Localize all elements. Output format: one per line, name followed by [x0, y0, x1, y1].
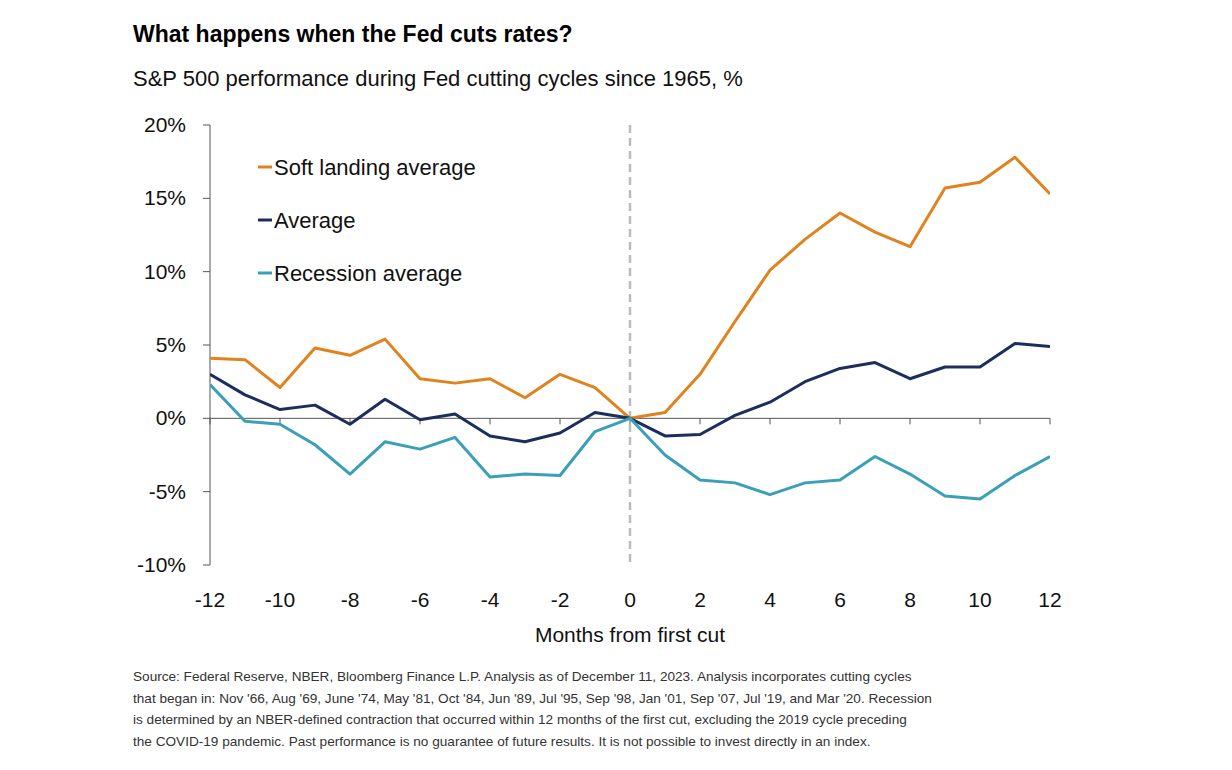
x-tick [980, 418, 981, 424]
x-tick-label: 2 [694, 588, 706, 611]
x-tick-label: 4 [764, 588, 776, 611]
y-tick-label: 5% [156, 333, 186, 356]
series-line [210, 157, 1050, 418]
x-tick [490, 418, 491, 424]
x-tick-label: -6 [411, 588, 430, 611]
y-tick [203, 271, 210, 272]
title: What happens when the Fed cuts rates? [133, 21, 573, 47]
footnote-line: that began in: Nov '66, Aug '69, June '7… [133, 691, 932, 706]
x-tick-label: 10 [968, 588, 991, 611]
y-tick-label: 15% [144, 186, 186, 209]
footnote-line: is determined by an NBER-defined contrac… [133, 712, 907, 727]
x-tick-label: 0 [624, 588, 636, 611]
x-tick-label: 6 [834, 588, 846, 611]
x-axis-label: Months from first cut [535, 623, 725, 646]
plot-area [210, 125, 1050, 565]
y-tick-label: 20% [144, 113, 186, 136]
x-tick-label: -8 [341, 588, 360, 611]
y-tick-label: 0% [156, 406, 186, 429]
footnote-line: the COVID-19 pandemic. Past performance … [133, 734, 870, 749]
x-tick-label: 8 [904, 588, 916, 611]
legend-label: Soft landing average [274, 155, 476, 180]
footnote-line: Source: Federal Reserve, NBER, Bloomberg… [133, 669, 912, 684]
x-tick [770, 418, 771, 424]
legend-swatch [258, 272, 272, 275]
x-tick [910, 418, 911, 424]
y-tick-label: -10% [137, 553, 186, 576]
x-tick [560, 418, 561, 424]
x-tick [1050, 418, 1051, 424]
x-tick-label: -2 [551, 588, 570, 611]
x-tick [840, 418, 841, 424]
x-tick-label: 12 [1038, 588, 1061, 611]
y-axis: -10% -5% 0% 5% 10% 15% 20% [137, 113, 210, 576]
x-tick-label: -12 [195, 588, 225, 611]
x-tick-label: -10 [265, 588, 295, 611]
x-tick [210, 418, 211, 424]
chart: What happens when the Fed cuts rates? S&P… [0, 0, 1232, 770]
x-tick-label: -4 [481, 588, 500, 611]
series-line [210, 344, 1050, 442]
y-tick [203, 491, 210, 492]
y-tick-label: 10% [144, 260, 186, 283]
legend: Soft landing average Average Recession ave… [258, 155, 476, 286]
y-tick [203, 345, 210, 346]
legend-label: Recession average [274, 261, 462, 286]
legend-swatch [258, 219, 272, 222]
legend-label: Average [274, 208, 356, 233]
y-tick [203, 198, 210, 199]
legend-swatch [258, 166, 272, 169]
y-tick [203, 565, 210, 566]
footnote: Source: Federal Reserve, NBER, Bloomberg… [133, 669, 932, 749]
series-line [210, 385, 1050, 499]
y-tick-label: -5% [149, 480, 186, 503]
y-tick [203, 418, 210, 419]
reference-line [629, 125, 632, 565]
x-tick [700, 418, 701, 424]
subtitle: S&P 500 performance during Fed cutting c… [133, 66, 743, 91]
y-tick [203, 125, 210, 126]
